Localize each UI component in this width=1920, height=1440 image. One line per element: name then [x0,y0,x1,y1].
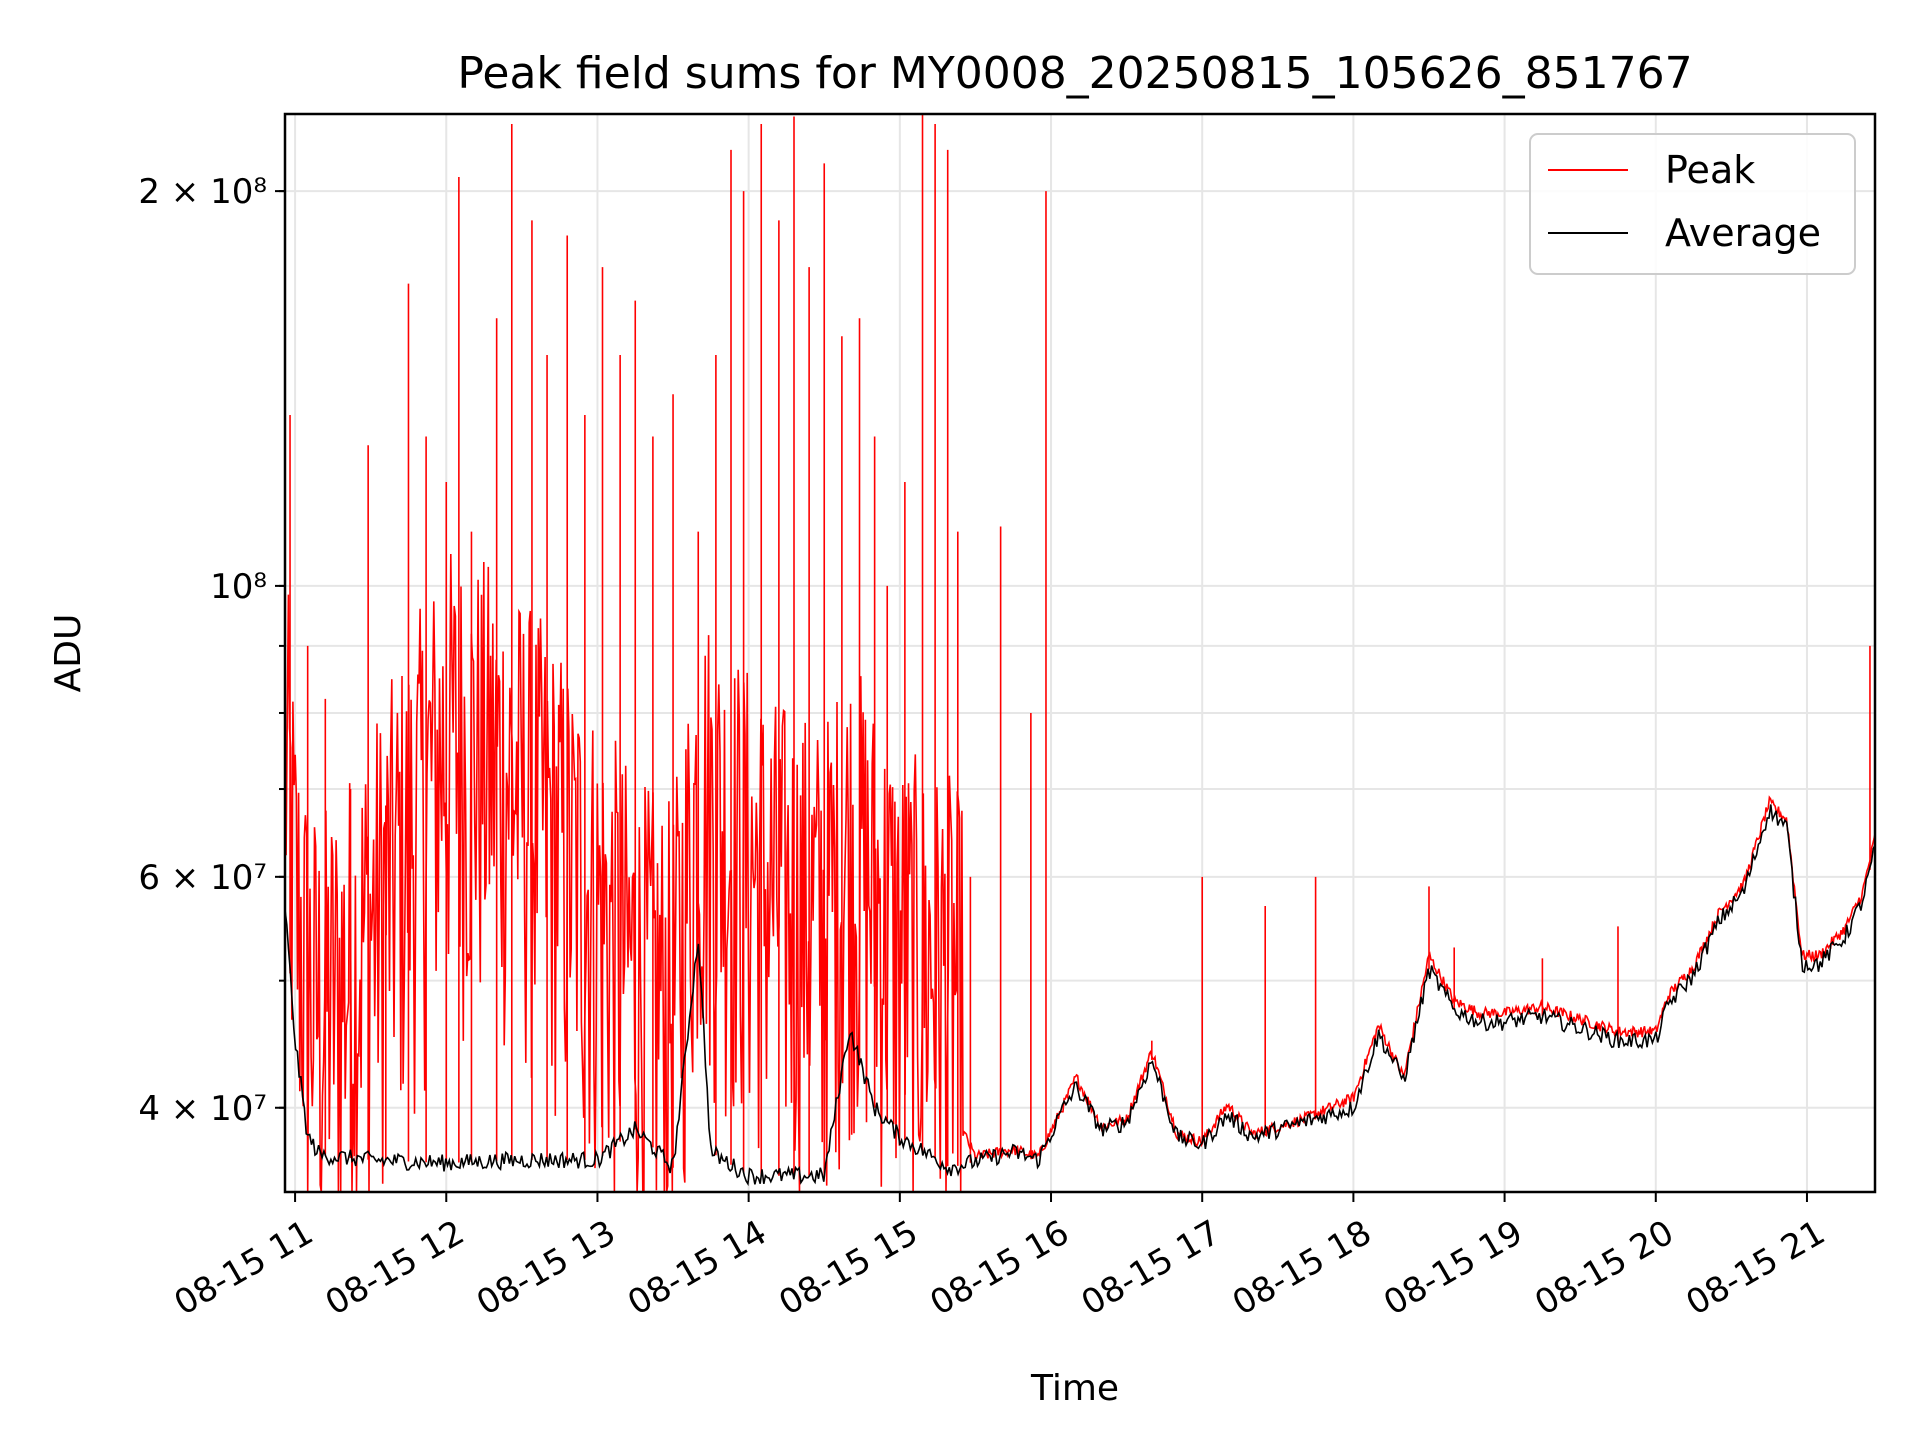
y-tick-label: 10⁸ [210,567,267,607]
legend-label-peak: Peak [1665,148,1755,192]
legend-label-average: Average [1665,211,1821,255]
legend: Peak Average [1530,134,1855,274]
chart-title: Peak field sums for MY0008_20250815_1056… [457,48,1692,99]
y-tick-label: 4 × 10⁷ [138,1089,267,1129]
y-tick-label: 6 × 10⁷ [138,858,267,898]
x-axis-label: Time [1030,1368,1119,1409]
y-tick-label: 2 × 10⁸ [138,172,267,212]
y-axis-label: ADU [48,614,89,693]
